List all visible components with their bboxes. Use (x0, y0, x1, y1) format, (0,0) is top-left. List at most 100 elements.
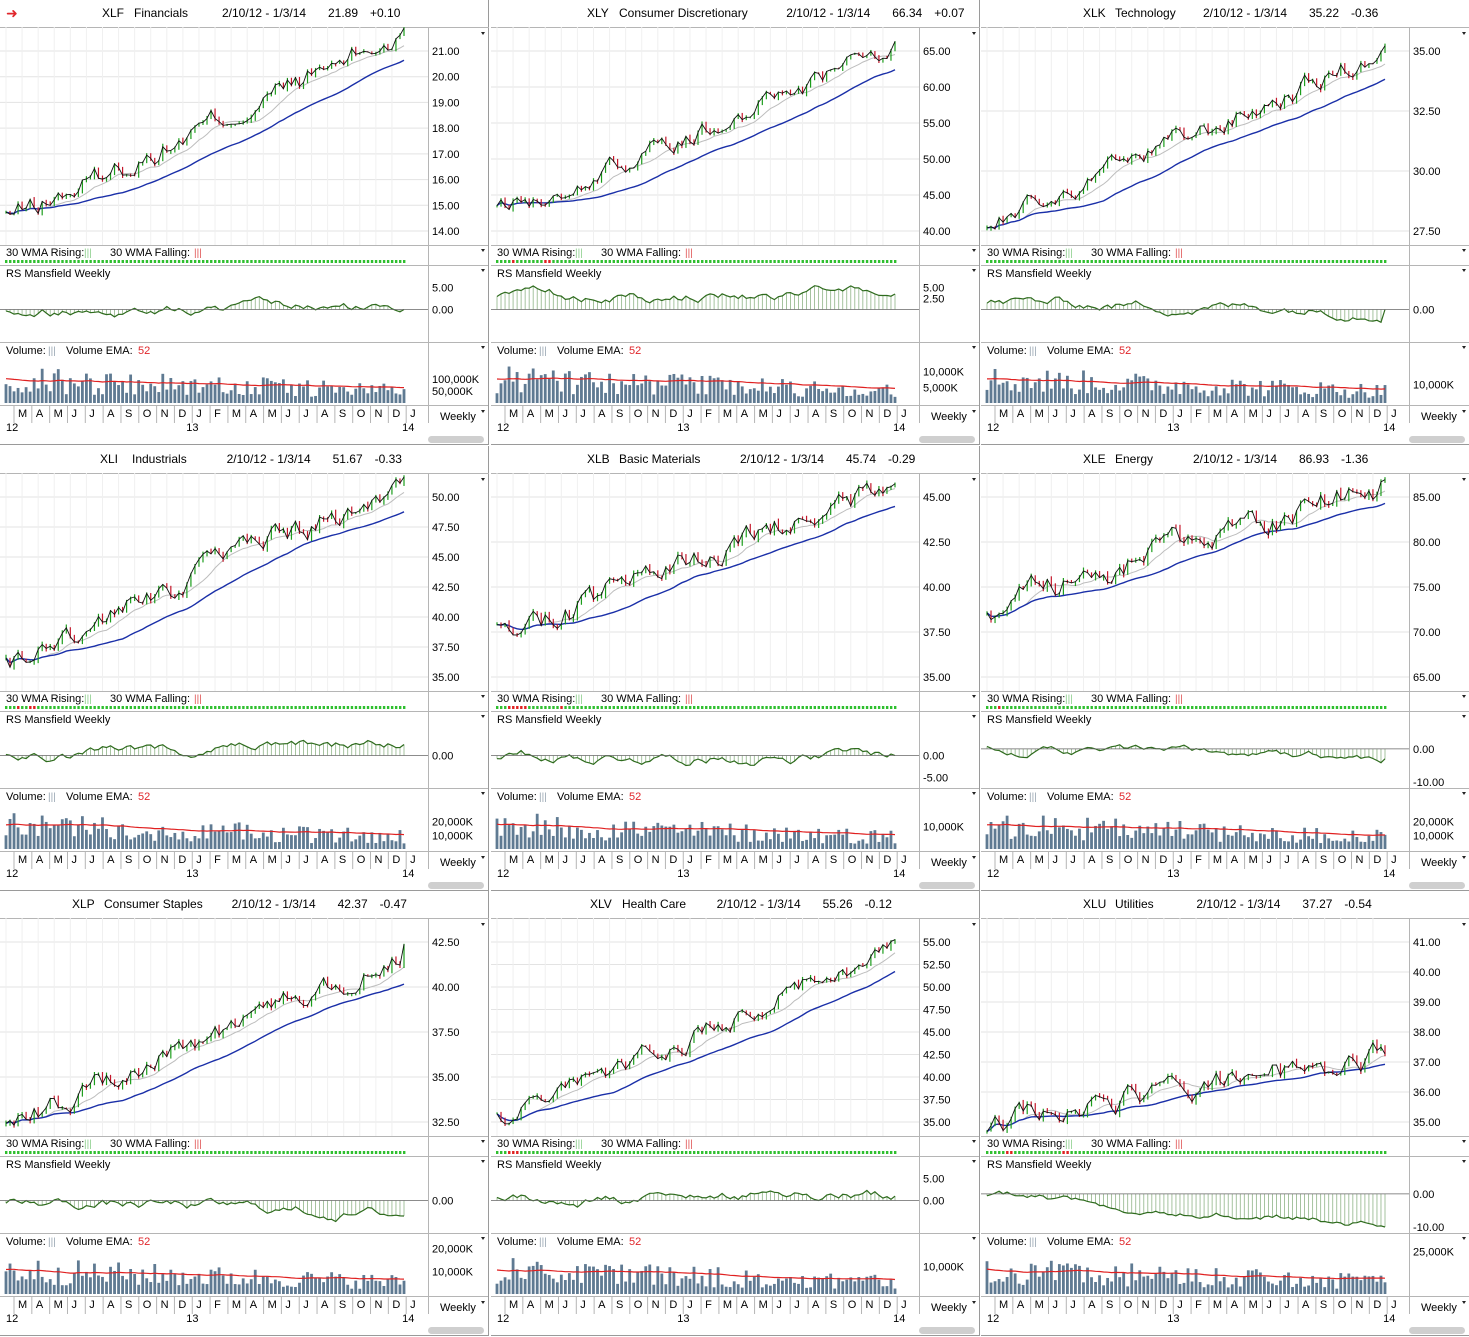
period-selector[interactable]: Weekly (440, 857, 476, 869)
period-selector[interactable]: Weekly (931, 857, 967, 869)
dropdown-icon (1462, 856, 1466, 859)
wma-state-mark (1042, 706, 1045, 709)
month-label: N (1356, 854, 1364, 866)
ma-30-line (5, 983, 405, 1124)
month-label: A (1231, 854, 1239, 866)
period-selector[interactable]: Weekly (440, 411, 476, 423)
volume-bar (1234, 1277, 1238, 1294)
wma-state-mark (841, 706, 845, 709)
volume-bar (1363, 1275, 1367, 1294)
volume-bar (857, 394, 861, 403)
volume-bar (756, 1274, 760, 1294)
chart-panel-xlu[interactable]: XLU Utilities 2/10/12 - 1/3/14 37.27 -0.54 41… (981, 891, 1469, 1336)
wma-state-mark (1126, 706, 1130, 709)
horizontal-scrollbar[interactable] (428, 436, 484, 443)
month-label: D (1373, 854, 1381, 866)
rs-line (5, 295, 405, 318)
horizontal-scrollbar[interactable] (428, 1327, 484, 1334)
chart-panel-xlf[interactable]: ➜ XLF Financials 2/10/12 - 1/3/14 21.89 +0.10… (0, 0, 489, 445)
wma-state-mark (608, 260, 611, 263)
wma-state-mark (1279, 1151, 1282, 1154)
volume-bar (1086, 817, 1089, 849)
wma-state-mark (821, 1151, 825, 1154)
wma-state-mark (318, 706, 321, 709)
volume-bar (785, 827, 788, 849)
wma-state-mark (1291, 706, 1294, 709)
wma-state-mark (660, 260, 664, 263)
wma-state-mark (1098, 706, 1101, 709)
volume-bar (354, 839, 358, 849)
wma-state-mark (250, 260, 253, 263)
chart-panel-xle[interactable]: XLE Energy 2/10/12 - 1/3/14 86.93 -1.36 85.00… (981, 446, 1469, 891)
dropdown-icon (972, 346, 976, 349)
volume-bar (580, 376, 583, 403)
volume-bar (580, 829, 583, 849)
wma-state-mark (692, 706, 696, 709)
price-tick-label: 50.00 (432, 492, 460, 504)
month-label: S (830, 854, 837, 866)
price-tick-label: 36.00 (1413, 1087, 1441, 1099)
volume-bar (576, 384, 579, 403)
volume-bar (495, 393, 499, 403)
period-selector[interactable]: Weekly (931, 1302, 967, 1314)
chart-panel-xli[interactable]: XLI Industrials 2/10/12 - 1/3/14 51.67 -0.33… (0, 446, 489, 891)
volume-bar (1130, 837, 1134, 849)
horizontal-scrollbar[interactable] (1409, 436, 1465, 443)
month-label: D (1373, 408, 1381, 420)
period-selector[interactable]: Weekly (931, 411, 967, 423)
period-selector[interactable]: Weekly (440, 1302, 476, 1314)
rs-label: RS Mansfield Weekly (6, 1159, 111, 1171)
wma-state-mark (274, 1151, 277, 1154)
wma-state-mark (1098, 260, 1101, 263)
horizontal-scrollbar[interactable] (919, 436, 975, 443)
volume-bar (338, 837, 342, 849)
volume-bar (1138, 376, 1142, 403)
volume-bar (253, 387, 257, 403)
wma-rising-bars: ||| (1065, 248, 1073, 259)
wma-state-mark (496, 706, 499, 709)
wma-state-mark (149, 1151, 153, 1154)
wma-state-mark (254, 260, 257, 263)
volume-bar (716, 377, 720, 403)
chart-panel-xlb[interactable]: XLB Basic Materials 2/10/12 - 1/3/14 45.74-… (491, 446, 980, 891)
chart-panel-xlp[interactable]: XLP Consumer Staples 2/10/12 - 1/3/14 42.37… (0, 891, 489, 1336)
wma-state-mark (612, 1151, 615, 1154)
volume-bar (189, 381, 193, 403)
period-selector[interactable]: Weekly (1421, 857, 1457, 869)
volume-bar (519, 392, 523, 403)
wma-state-mark (290, 1151, 293, 1154)
horizontal-scrollbar[interactable] (919, 882, 975, 889)
header-last: 86.93 (1299, 452, 1330, 466)
wma-state-mark (1315, 706, 1319, 709)
wma-rising-label: 30 WMA Rising: (497, 1138, 575, 1150)
volume-bar (640, 835, 644, 849)
red-arrow-icon[interactable]: ➜ (6, 5, 18, 21)
wma-state-mark (17, 1151, 20, 1154)
volume-bar (772, 828, 776, 849)
volume-bar (785, 1278, 788, 1294)
chart-panel-xly[interactable]: XLY Consumer Discretionary 2/10/12 - 1/3/1… (491, 0, 980, 445)
volume-bar (515, 834, 519, 849)
horizontal-scrollbar[interactable] (428, 882, 484, 889)
wma-state-mark (805, 706, 808, 709)
volume-bar (748, 841, 752, 849)
horizontal-scrollbar[interactable] (919, 1327, 975, 1334)
volume-bar (1271, 380, 1274, 403)
period-selector[interactable]: Weekly (1421, 1302, 1457, 1314)
volume-bar (294, 1286, 297, 1294)
wma-state-mark (65, 706, 68, 709)
wma-state-mark (1287, 1151, 1290, 1154)
volume-bar (499, 383, 503, 403)
wma-state-mark (701, 1151, 704, 1154)
chart-panel-xlv[interactable]: XLV Health Care 2/10/12 - 1/3/14 55.26 -0.12… (491, 891, 980, 1336)
month-label: A (250, 854, 258, 866)
volume-bar (1238, 380, 1242, 403)
horizontal-scrollbar[interactable] (1409, 882, 1465, 889)
chart-panel-xlk[interactable]: XLK Technology 2/10/12 - 1/3/14 35.22 -0.36 3… (981, 0, 1469, 445)
wma-state-mark (845, 260, 849, 263)
wma-state-mark (81, 1151, 84, 1154)
period-selector[interactable]: Weekly (1421, 411, 1457, 423)
horizontal-scrollbar[interactable] (1409, 1327, 1465, 1334)
wma-state-mark (338, 706, 342, 709)
volume-bar (113, 381, 116, 403)
